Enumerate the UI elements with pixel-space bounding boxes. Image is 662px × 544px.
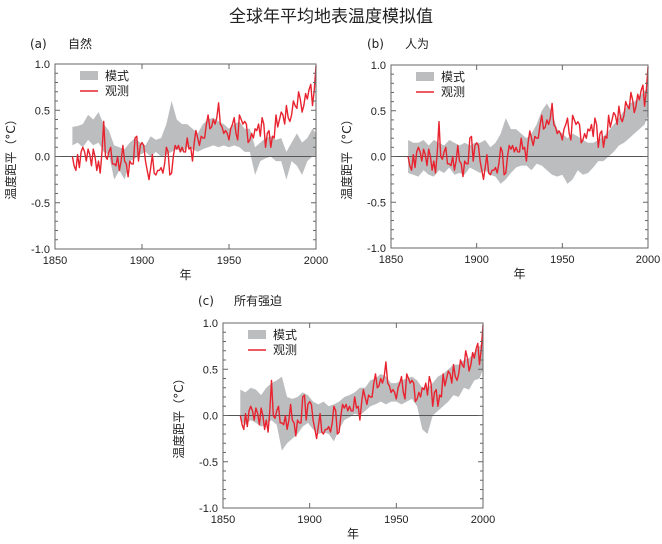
y-tick-label: 1.0 (203, 318, 218, 330)
y-tick-label: -0.5 (31, 198, 50, 210)
y-axis-label: 温度距平（°C） (171, 372, 186, 458)
x-tick-label: 1950 (217, 255, 241, 267)
y-tick-label: 0.0 (371, 152, 386, 164)
y-tick-label: 0.0 (35, 152, 50, 164)
y-tick-label: 1.0 (35, 59, 50, 71)
legend-model-swatch (80, 71, 98, 80)
legend-observed-label: 观测 (441, 85, 465, 99)
panel-a-name: 自然 (68, 36, 92, 51)
figure-title: 全球年平均地表温度模拟值 (229, 7, 433, 27)
x-axis-label: 年 (513, 267, 525, 281)
observed-series-line (71, 65, 317, 181)
x-tick-label: 2000 (471, 514, 495, 526)
x-tick-label: 1850 (379, 254, 403, 266)
panel-b-name: 人为 (405, 37, 429, 51)
legend-observed-label: 观测 (105, 84, 129, 98)
y-tick-label: -0.5 (367, 197, 386, 209)
x-axis-label: 年 (179, 268, 191, 282)
x-tick-label: 1850 (43, 255, 67, 267)
y-tick-label: 0.5 (35, 105, 50, 117)
x-tick-label: 1850 (211, 514, 235, 526)
legend-model-swatch (416, 72, 434, 81)
x-axis-label: 年 (347, 527, 359, 541)
observed-series-line (407, 66, 649, 181)
y-axis-label: 温度距平（°C） (3, 113, 18, 199)
panel-c-name: 所有强迫 (234, 294, 282, 308)
x-tick-label: 1900 (297, 514, 321, 526)
y-tick-label: -0.5 (199, 457, 218, 469)
x-tick-label: 2000 (304, 255, 328, 267)
legend-model-swatch (248, 330, 266, 339)
panel-a-tag: (a) (30, 37, 47, 51)
y-tick-label: 1.0 (371, 60, 386, 72)
y-tick-label: 0.5 (371, 106, 386, 118)
y-tick-label: -1.0 (31, 244, 50, 256)
observed-series-line (239, 324, 484, 440)
legend-model-label: 模式 (105, 69, 129, 83)
model-envelope-area (408, 87, 648, 184)
x-tick-label: 1950 (384, 514, 408, 526)
x-tick-label: 2000 (636, 254, 660, 266)
y-tick-label: -1.0 (367, 243, 386, 255)
x-tick-label: 1900 (130, 255, 154, 267)
y-tick-label: 0.0 (203, 411, 218, 423)
y-tick-label: -1.0 (199, 503, 218, 515)
x-tick-label: 1950 (550, 254, 574, 266)
panel-c-tag: (c) (198, 294, 214, 308)
legend-model-label: 模式 (273, 328, 297, 342)
x-tick-label: 1900 (464, 254, 488, 266)
y-tick-label: 0.5 (203, 364, 218, 376)
panel-b-tag: (b) (367, 37, 384, 51)
y-axis-label: 温度距平（°C） (339, 113, 354, 199)
model-envelope-area (240, 341, 483, 451)
legend-model-label: 模式 (441, 70, 465, 84)
legend-observed-label: 观测 (273, 343, 297, 357)
